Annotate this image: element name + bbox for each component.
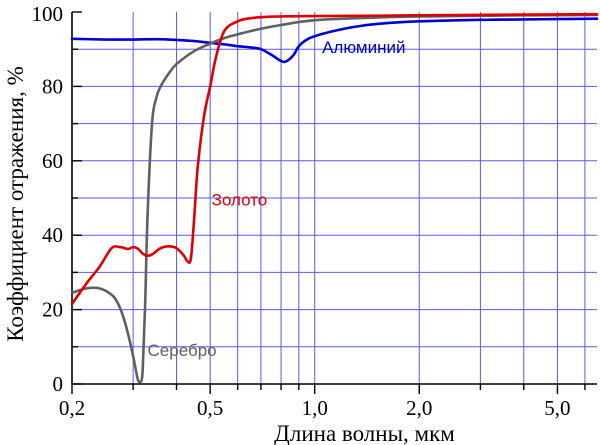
y-axis-title: Коэффициент отражения, % [3,66,28,342]
x-tick-label: 0,5 [197,396,223,420]
y-tick-label: 60 [42,149,63,173]
series-line-aluminum [70,17,599,64]
series-label-gold: Золото [212,190,268,209]
series-line-gold [70,12,599,306]
series-label-aluminum: Алюминий [322,38,405,57]
data-series [70,12,599,384]
x-tick-label: 1,0 [302,396,328,420]
y-tick-label: 80 [42,74,63,98]
x-axis-title: Длина волны, мкм [274,421,455,445]
y-tick-label: 0 [53,372,64,396]
series-label-silver: Серебро [148,341,217,360]
series-line-silver [70,13,599,384]
y-tick-label: 40 [42,223,63,247]
x-tick-label: 2,0 [406,396,432,420]
y-tick-label: 20 [42,298,63,322]
grid-lines [72,12,597,384]
labels: Длина волны, мкм Коэффициент отражения, %… [3,38,455,445]
x-tick-label: 0,2 [59,396,85,420]
x-tick-label: 5,0 [544,396,570,420]
y-tick-label: 100 [32,2,64,26]
axes: 0 20 40 60 80 100 0,2 0,5 1,0 2,0 5,0 [32,2,597,420]
